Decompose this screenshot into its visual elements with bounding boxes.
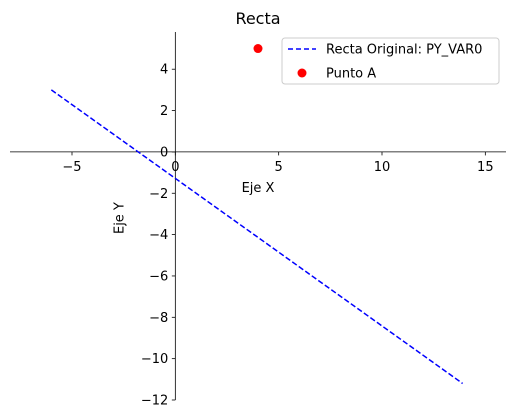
y-tick-label: −2 [149, 187, 168, 202]
y-tick-label: −8 [149, 311, 168, 326]
y-tick-label: 0 [160, 145, 168, 160]
chart-title: Recta [235, 9, 280, 28]
x-tick-label: 15 [477, 160, 494, 175]
series-line-recta [51, 90, 462, 384]
y-axis-label: Eje Y [112, 202, 127, 234]
y-tick-label: −6 [149, 269, 168, 284]
x-tick-label: −5 [62, 160, 81, 175]
axis-spines [10, 32, 506, 400]
x-axis-label: Eje X [242, 181, 275, 196]
x-tick-label: 0 [171, 160, 179, 175]
y-tick-label: −10 [141, 352, 168, 367]
scatter-point-a [254, 44, 263, 53]
legend-marker-sample [298, 69, 307, 78]
y-tick-label: 4 [160, 63, 168, 78]
y-tick-label: −12 [141, 394, 168, 409]
y-tick-label: 2 [160, 104, 168, 119]
x-tick-label: 10 [374, 160, 391, 175]
legend-label-line: Recta Original: PY_VAR0 [326, 43, 482, 58]
x-tick-label: 5 [275, 160, 283, 175]
legend-label-point: Punto A [326, 67, 376, 82]
x-ticks: −5 0 5 10 15 [62, 152, 493, 175]
y-tick-label: −4 [149, 228, 168, 243]
legend: Recta Original: PY_VAR0 Punto A [282, 38, 499, 84]
y-ticks: −12 −10 −8 −6 −4 −2 0 2 4 [141, 63, 175, 409]
